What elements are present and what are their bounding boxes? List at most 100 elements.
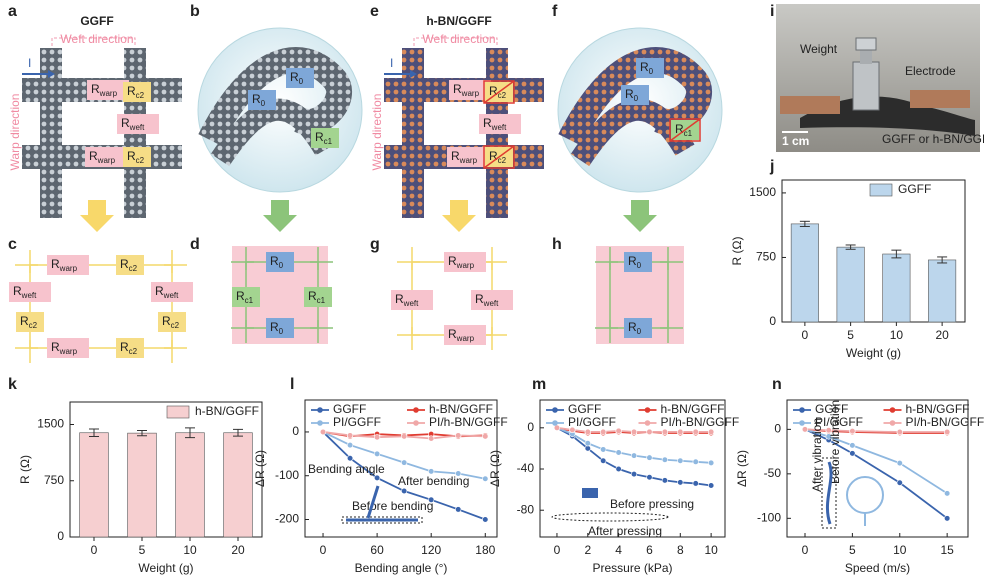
resistor-subscript: warp [456,334,475,343]
annotation: Bending angle [308,462,385,476]
bar [127,432,157,538]
resistor-subscript: 0 [299,77,304,86]
point [708,459,715,466]
flow-arrow [623,200,657,232]
resistor-box [311,128,339,148]
resistor-box [266,252,294,272]
fiber-band [40,48,62,218]
point [455,506,462,513]
resistor-subscript: warp [99,89,118,98]
error-bar [845,244,856,250]
point [849,442,856,449]
legend-marker [799,420,805,426]
resistor-box [116,255,144,275]
x-axis-label: Weight (g) [138,561,193,575]
resistor-label: Rc2 [489,84,507,100]
resistor-box [636,58,664,78]
legend-label: PI/GGFF [815,415,863,429]
x-tick-label: 180 [475,543,495,557]
resistor-box [304,287,332,307]
resistor-symbol: R [51,340,60,354]
plot-frame [69,401,263,538]
photo-label: GGFF or h-BN/GGFF [882,132,984,146]
resistor-label: Rc2 [120,257,138,273]
resistor-subscript: c1 [324,137,333,146]
point [401,433,408,440]
resistor-subscript: weft [403,299,419,308]
point [896,479,903,486]
arrow-head [410,70,417,78]
resistor-symbol: R [252,92,261,106]
resistor-box [444,252,486,272]
plot-frame [304,399,498,538]
resistor-label: R0 [625,87,639,103]
point [896,460,903,467]
legend-marker [644,420,651,426]
y-tick-label: 0 [527,420,534,434]
legend-label: GGFF [898,182,931,196]
point [677,479,684,486]
panel-letter: e [370,3,379,20]
fiber-knot [558,47,712,146]
current-label: I [28,56,31,70]
x-tick-label: 2 [584,543,591,557]
resistor-symbol: R [448,327,457,341]
y-axis-label: ΔR (Ω) [253,450,267,487]
resistor-symbol: R [127,149,136,163]
resistor-symbol: R [20,314,29,328]
error-bar [937,256,948,264]
resistor-label: Rweft [155,284,179,300]
point [584,428,591,436]
panel-letter: n [772,376,782,393]
resistor-subscript: warp [461,89,480,98]
resistor-label: Rc2 [20,314,38,330]
legend-label: PI/h-BN/GGFF [661,415,740,429]
scale-label: 1 cm [782,134,809,148]
x-tick-label: 0 [91,543,98,557]
y-tick-label: -80 [517,502,535,516]
electrode [780,96,840,114]
bar [175,432,205,538]
x-tick-label: 8 [677,543,684,557]
legend-marker [644,407,651,413]
weft-label: Weft direction [422,32,495,46]
legend-label: h-BN/GGFF [195,404,259,418]
resistor-label: Rc2 [120,340,138,356]
bar [79,432,109,538]
point [825,427,832,434]
resistor-box [116,338,144,358]
resistor-label: Rc1 [236,289,254,305]
point [692,458,699,465]
flow-arrow [442,200,476,232]
legend-marker [317,420,323,426]
x-axis-label: Speed (m/s) [845,561,910,575]
resistor-subscript: weft [483,299,499,308]
resistor-label: Rc1 [675,122,693,138]
x-tick-label: 5 [847,328,854,342]
point [692,428,699,436]
resistor-label: R0 [290,70,304,86]
legend-label: h-BN/GGFF [906,402,970,416]
x-axis-label: Bending angle (°) [355,561,448,575]
legend-marker [552,407,558,413]
electrode [910,90,970,108]
resistor-label: Rc2 [162,314,180,330]
y-axis-label: ΔR (Ω) [735,450,749,487]
point [584,440,591,447]
resistor-subscript: 0 [279,327,284,336]
point [661,456,668,463]
point [646,454,653,461]
resistor-subscript: c2 [498,156,507,165]
point [646,428,653,436]
y-tick-label: -40 [517,461,535,475]
point [401,487,408,495]
circuit-loop [29,264,173,349]
resistor-symbol: R [625,87,634,101]
x-tick-label: 20 [231,543,245,557]
resistor-box [471,290,513,310]
resistor-box [85,147,127,167]
resistor-symbol: R [270,254,279,268]
legend-label: PI/h-BN/GGFF [429,415,508,429]
resistor-box [158,312,186,332]
